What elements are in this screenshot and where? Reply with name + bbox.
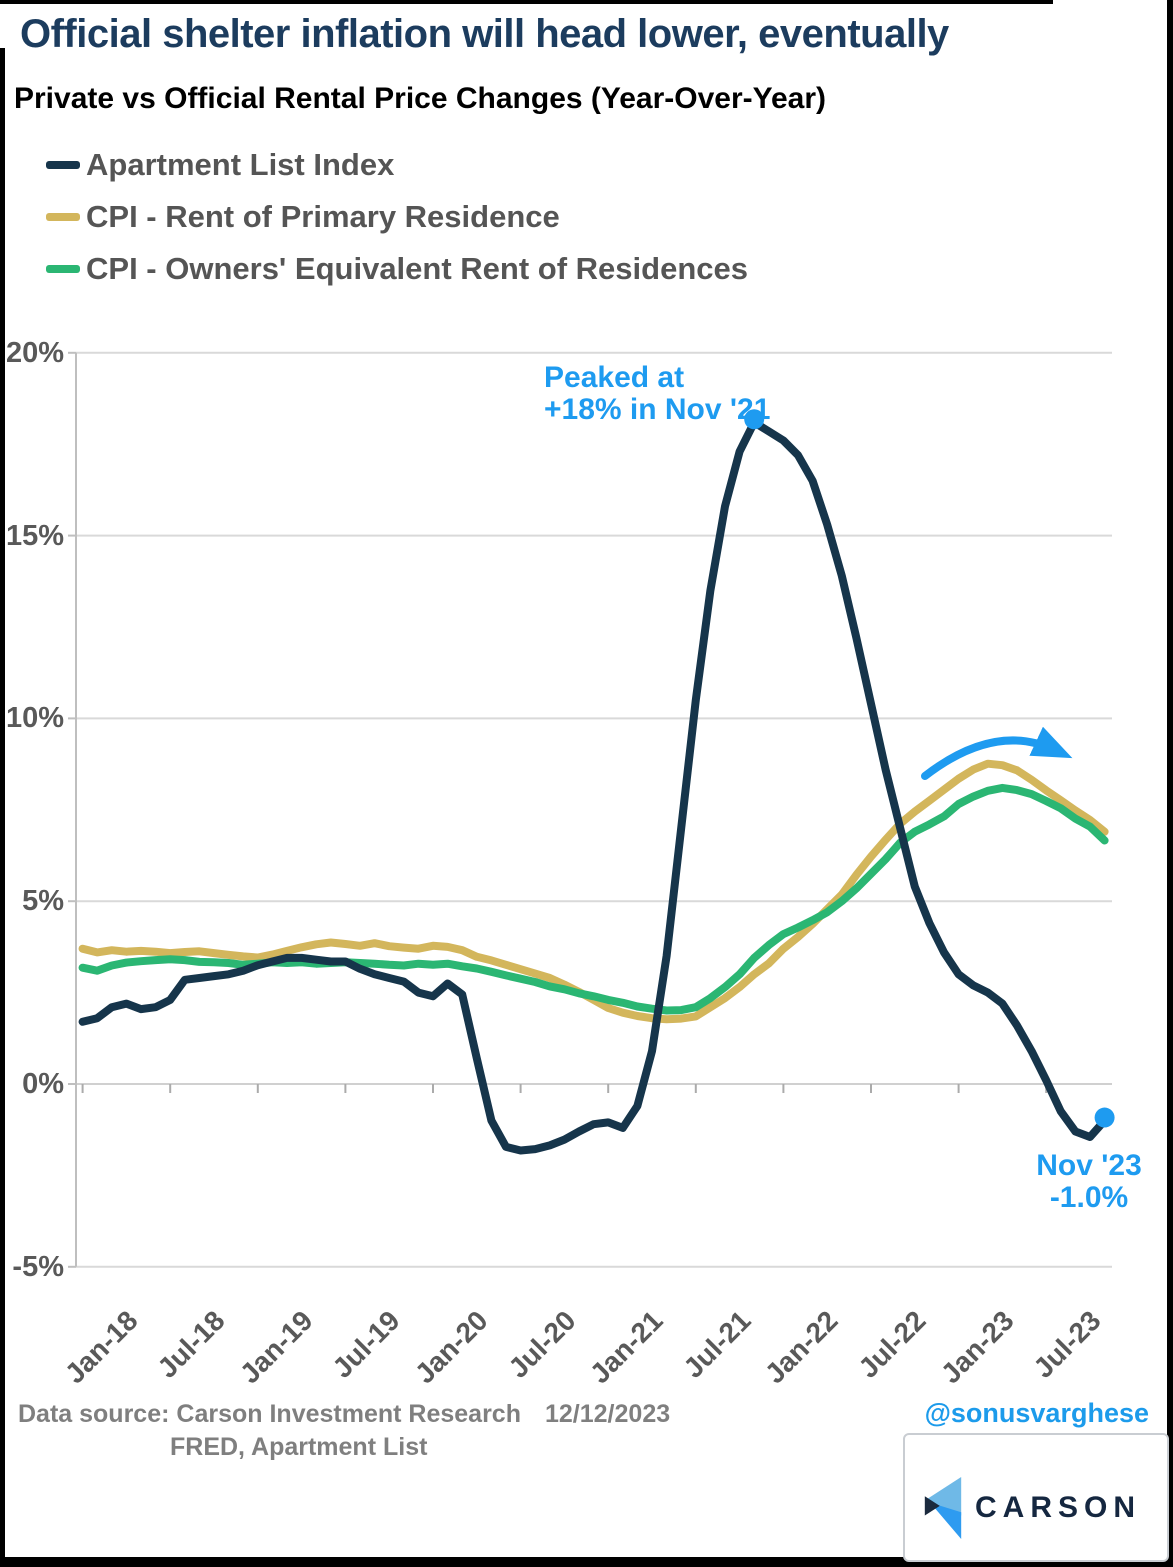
legend-dash-gold	[46, 213, 80, 221]
grid-layer	[68, 351, 1112, 1268]
carson-logo-card: CARSON	[903, 1433, 1169, 1562]
legend-label: Apartment List Index	[86, 147, 395, 182]
end-annotation: Nov '23 -1.0%	[1014, 1150, 1164, 1213]
end-annotation-line2: -1.0%	[1049, 1180, 1129, 1214]
frame-left	[0, 48, 5, 1567]
legend-dash-navy	[46, 161, 80, 169]
carson-logo-icon	[924, 1477, 962, 1539]
logo-triangle-light	[924, 1477, 962, 1516]
legend-label: CPI - Owners' Equivalent Rent of Residen…	[86, 251, 748, 286]
y-tick-label-20%: 20%	[5, 336, 64, 369]
data-source-line2: FRED, Apartment List	[170, 1433, 428, 1461]
y-tick-label-10%: 10%	[5, 702, 64, 735]
marker-layer	[744, 409, 1115, 1128]
y-tick-label--5%: -5%	[12, 1250, 64, 1283]
cpi-rent-line	[78, 759, 1109, 1024]
logo-triangle-dark	[924, 1496, 940, 1516]
peak-annotation-line2: +18% in Nov '21	[544, 392, 771, 426]
legend-item-cpi-rent: CPI - Rent of Primary Residence	[46, 199, 560, 234]
end-annotation-line1: Nov '23	[1036, 1149, 1142, 1182]
series-layer	[78, 418, 1109, 1155]
peak-annotation: Peaked at +18% in Nov '21	[544, 362, 770, 425]
end-marker	[1094, 1107, 1115, 1128]
cpi-oer-line	[78, 783, 1109, 1015]
twitter-handle: @sonusvarghese	[924, 1398, 1149, 1428]
data-source-name: Carson Investment Research	[176, 1400, 521, 1428]
frame-top	[0, 0, 1053, 4]
y-tick-label-15%: 15%	[5, 519, 64, 552]
curved-arrow-annotation	[921, 726, 1073, 780]
legend-dash-green	[46, 265, 80, 273]
carson-logo-text: CARSON	[975, 1491, 1142, 1524]
legend-item-apartment-list: Apartment List Index	[46, 147, 395, 182]
y-tick-label-0%: 0%	[22, 1068, 64, 1100]
frame-right	[1167, 0, 1173, 1567]
data-source-label: Data source:	[18, 1400, 170, 1428]
peak-annotation-line1: Peaked at	[544, 361, 685, 394]
legend-item-cpi-oer: CPI - Owners' Equivalent Rent of Residen…	[46, 251, 748, 286]
frame-bottom	[0, 1557, 1173, 1567]
legend-label: CPI - Rent of Primary Residence	[86, 199, 560, 234]
peak-marker	[744, 409, 765, 430]
page-title: Official shelter inflation will head low…	[20, 12, 949, 56]
y-tick-label-5%: 5%	[22, 885, 64, 918]
chart-subtitle: Private vs Official Rental Price Changes…	[14, 82, 827, 115]
chart-date: 12/12/2023	[545, 1400, 671, 1428]
apartment-list-line	[78, 418, 1109, 1155]
data-source-line: Data source: Carson Investment Research …	[18, 1400, 670, 1429]
